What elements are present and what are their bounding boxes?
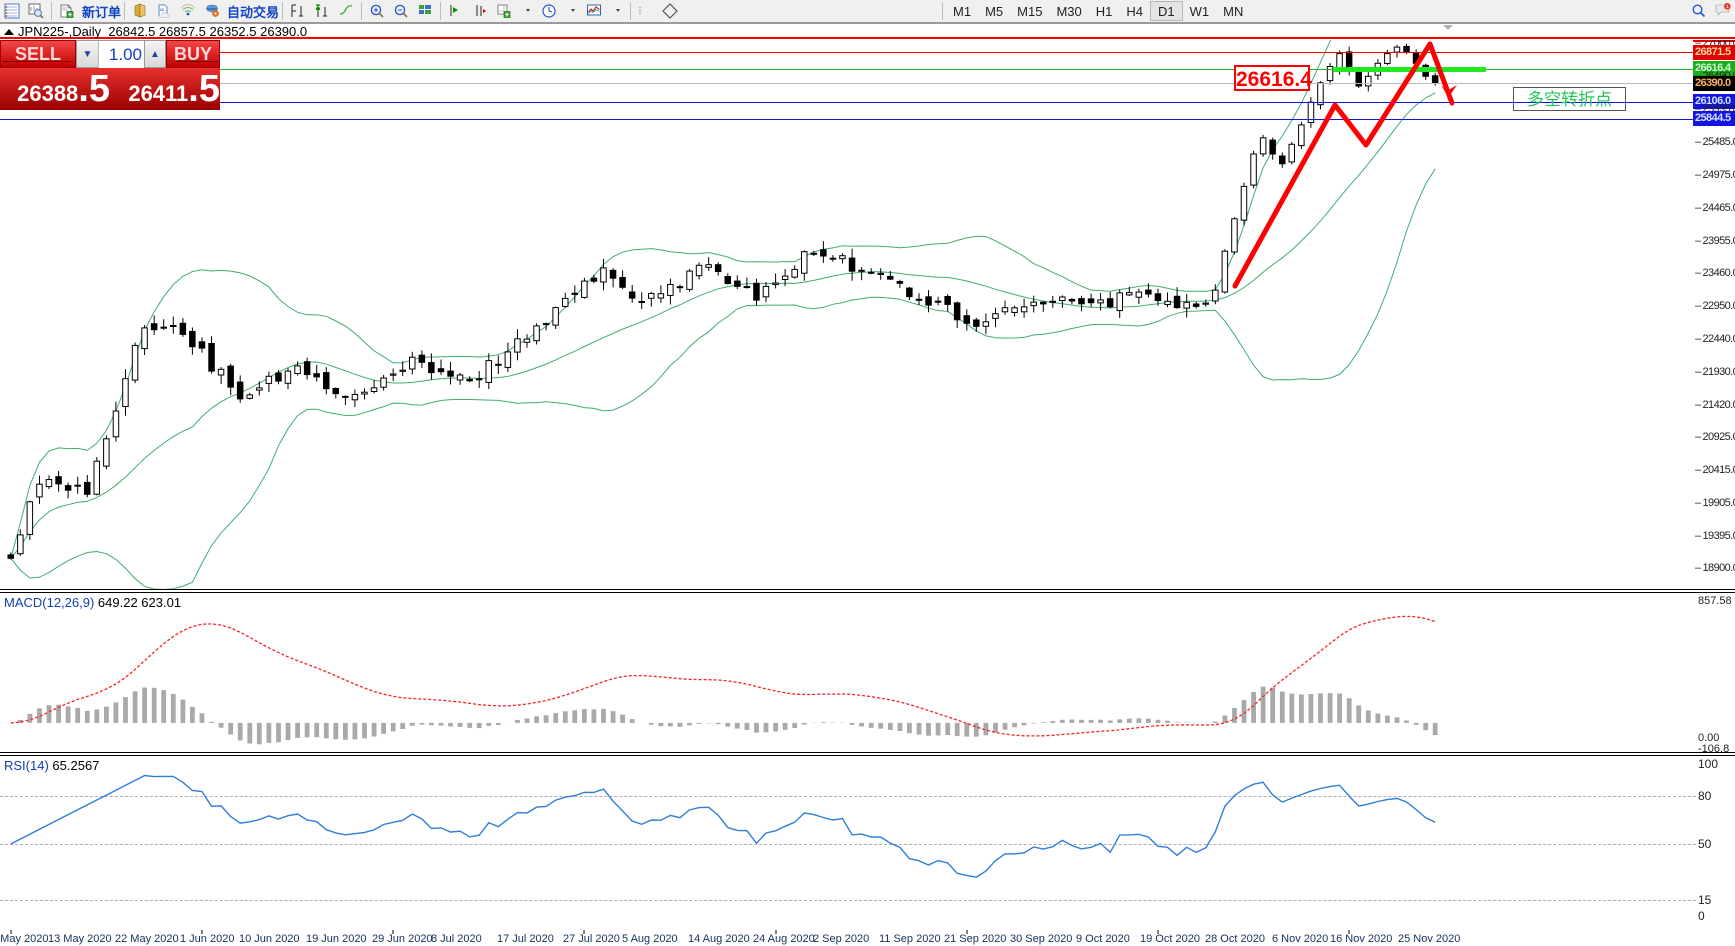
svg-text:1: 1 [1726,4,1729,9]
